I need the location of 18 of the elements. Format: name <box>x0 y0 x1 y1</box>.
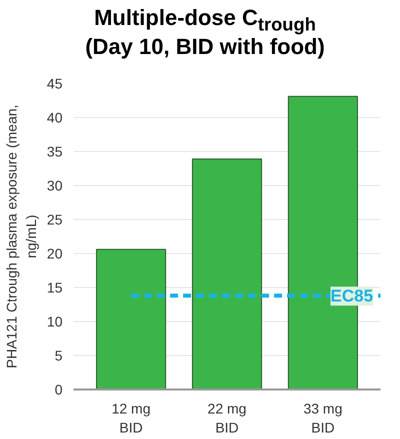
x-tick-label: 12 mg BID <box>112 400 151 436</box>
chart-title: Multiple-dose C$_{trough}$ (Day 10, BID with food) <box>84 5 326 60</box>
x-tick-label: 33 mg BID <box>303 400 342 436</box>
x-tick-label: 22 mg BID <box>208 400 246 436</box>
y-tick-label: 45 <box>46 76 63 92</box>
y-tick-label: 30 <box>46 178 63 194</box>
y-tick-label: 40 <box>46 110 63 126</box>
y-tick-label: 0 <box>54 382 63 398</box>
y-tick-label: 20 <box>46 246 63 262</box>
y-tick-label: 35 <box>46 144 63 160</box>
ref-line-label: EC85 <box>330 286 374 306</box>
y-tick-label: 15 <box>46 280 63 296</box>
y-tick-label: 5 <box>54 348 63 364</box>
bar <box>192 158 262 390</box>
y-tick-label: 25 <box>46 212 63 228</box>
bar <box>96 248 166 390</box>
y-tick-label: 10 <box>46 314 63 330</box>
y-axis-title: PHA121 Ctrough plasma exposure (mean, ng/mL) <box>4 104 39 368</box>
